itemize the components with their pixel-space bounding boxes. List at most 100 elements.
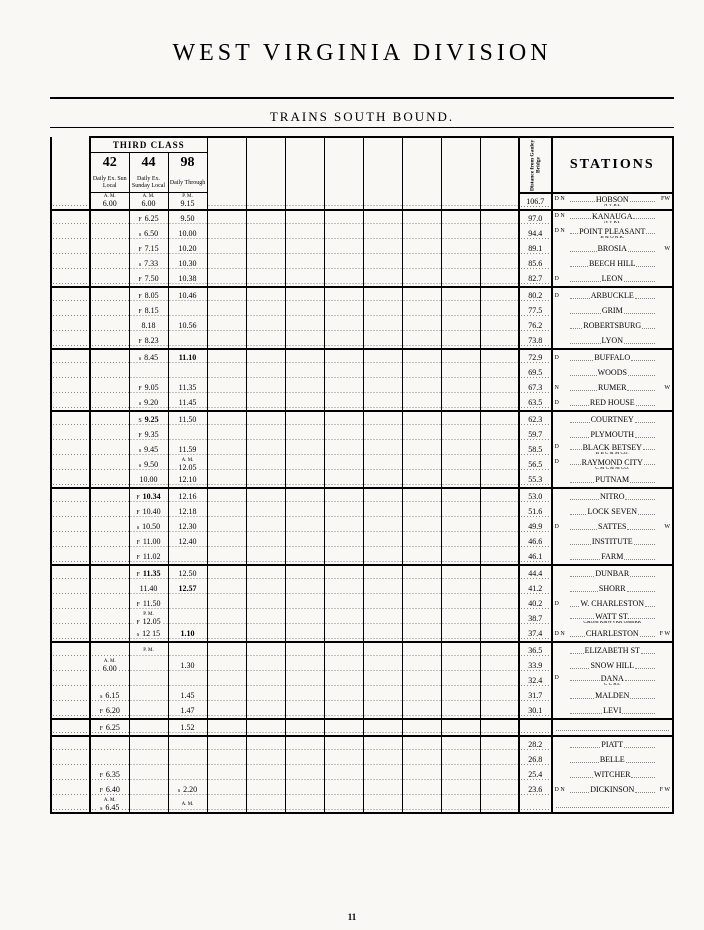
time-cell: 12.18: [168, 504, 207, 519]
time-cell: [168, 365, 207, 380]
train-42-num: 42: [90, 152, 129, 174]
time-cell: A. M.: [168, 797, 207, 813]
time-cell: [90, 333, 129, 349]
time-cell: s2.20: [168, 782, 207, 797]
station-cell: D NDICKINSONF W: [552, 782, 673, 797]
station-cell: DARBUCKLE: [552, 287, 673, 303]
time-cell: [90, 596, 129, 611]
distance-cell: 94.4: [519, 226, 552, 241]
time-cell: 12.16: [168, 488, 207, 504]
time-cell: A. M.s6.45: [90, 797, 129, 813]
distance-cell: 37.4: [519, 626, 552, 642]
distance-cell: 38.7: [519, 611, 552, 626]
time-cell: F10.40: [129, 504, 168, 519]
train-42-sub: Daily Ex. Sun Local: [90, 174, 129, 192]
time-cell: [129, 767, 168, 782]
station-cell: NRUMERW: [552, 380, 673, 395]
time-cell: 10.56: [168, 318, 207, 333]
time-cell: [90, 752, 129, 767]
time-cell: [90, 427, 129, 442]
station-cell: D NKANAUGA N V RY: [552, 210, 673, 226]
distance-cell: 106.7: [519, 193, 552, 210]
time-cell: [168, 596, 207, 611]
time-cell: 11.35: [168, 380, 207, 395]
distance-cell: 53.0: [519, 488, 552, 504]
time-cell: [129, 797, 168, 813]
time-cell: A. M.6.00: [129, 193, 168, 210]
time-cell: 10.38: [168, 271, 207, 287]
timetable: THIRD CLASS Distance from Gauley Bridge …: [50, 136, 674, 814]
station-cell: DUNBAR: [552, 565, 673, 581]
time-cell: 10.00: [168, 226, 207, 241]
station-cell: D NPOINT PLEASANT B & O R R.: [552, 226, 673, 241]
time-cell: S9.25: [129, 411, 168, 427]
time-cell: s8.45: [129, 349, 168, 365]
station-cell: MALDEN: [552, 688, 673, 703]
time-cell: P. M.F12.05: [129, 611, 168, 626]
time-cell: [90, 673, 129, 688]
time-cell: [129, 658, 168, 673]
distance-cell: 62.3: [519, 411, 552, 427]
time-cell: F8.05: [129, 287, 168, 303]
time-cell: 11.59: [168, 442, 207, 457]
distance-cell: 67.3: [519, 380, 552, 395]
station-cell: WOODS: [552, 365, 673, 380]
time-cell: 12.40: [168, 534, 207, 549]
time-cell: [129, 736, 168, 752]
time-cell: [168, 673, 207, 688]
time-cell: s12 15: [129, 626, 168, 642]
station-cell: DBLACK BETSEY B B C & M CO.: [552, 442, 673, 457]
time-cell: [168, 333, 207, 349]
time-cell: F10.34: [129, 488, 168, 504]
time-cell: 12.10: [168, 472, 207, 488]
time-cell: P. M.9.15: [168, 193, 207, 210]
distance-cell: 30.1: [519, 703, 552, 719]
time-cell: [129, 365, 168, 380]
time-cell: F9.05: [129, 380, 168, 395]
time-cell: F7.15: [129, 241, 168, 256]
time-cell: [90, 642, 129, 658]
time-cell: [90, 349, 129, 365]
station-cell: BEECH HILL: [552, 256, 673, 271]
station-cell: DDANA C C RY.: [552, 673, 673, 688]
station-cell: ROBERTSBURG: [552, 318, 673, 333]
time-cell: F6.25: [129, 210, 168, 226]
time-cell: F8.23: [129, 333, 168, 349]
station-cell: PUTNAM: [552, 472, 673, 488]
station-cell: [552, 719, 673, 736]
time-cell: [90, 365, 129, 380]
time-cell: s7.33: [129, 256, 168, 271]
time-cell: A. M.6.00: [90, 658, 129, 673]
station-cell: BELLE: [552, 752, 673, 767]
distance-cell: 25.4: [519, 767, 552, 782]
time-cell: F8.15: [129, 303, 168, 318]
station-cell: DLEON: [552, 271, 673, 287]
time-cell: A. M.6.00: [90, 193, 129, 210]
distance-cell: 36.5: [519, 642, 552, 658]
time-cell: [90, 549, 129, 565]
station-cell: COURTNEY: [552, 411, 673, 427]
distance-cell: 77.5: [519, 303, 552, 318]
time-cell: [168, 752, 207, 767]
time-cell: 11.10: [168, 349, 207, 365]
time-cell: [90, 736, 129, 752]
time-cell: 12.57: [168, 581, 207, 596]
station-cell: INSTITUTE: [552, 534, 673, 549]
time-cell: [90, 565, 129, 581]
time-cell: 8.18: [129, 318, 168, 333]
distance-cell: 82.7: [519, 271, 552, 287]
time-cell: 10.20: [168, 241, 207, 256]
distance-cell: 51.6: [519, 504, 552, 519]
time-cell: 1.45: [168, 688, 207, 703]
time-cell: [129, 752, 168, 767]
station-cell: DRED HOUSE: [552, 395, 673, 411]
station-cell: D NHOBSONFW N V RY.: [552, 193, 673, 210]
time-cell: 11.50: [168, 411, 207, 427]
time-cell: [129, 688, 168, 703]
time-cell: [129, 673, 168, 688]
time-cell: [90, 581, 129, 596]
station-cell: SHORR: [552, 581, 673, 596]
distance-cell: 80.2: [519, 287, 552, 303]
station-cell: DSATTESW: [552, 519, 673, 534]
time-cell: 12.30: [168, 519, 207, 534]
